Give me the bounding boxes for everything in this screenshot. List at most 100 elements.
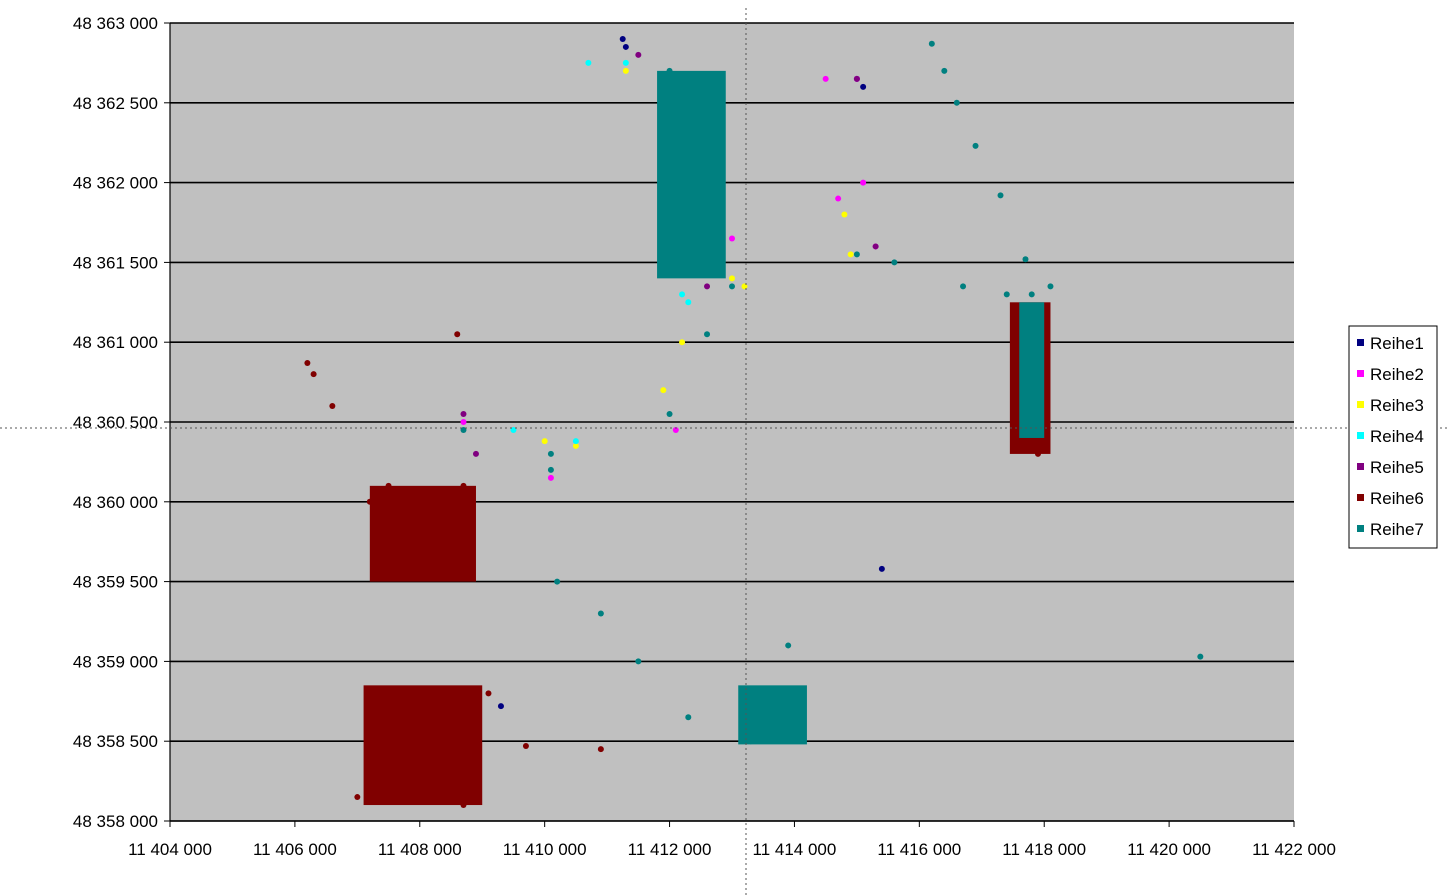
data-point (666, 411, 673, 418)
y-tick-label: 48 361 500 (73, 253, 158, 272)
data-point (373, 690, 380, 697)
legend-marker-reihe1 (1357, 339, 1364, 346)
legend-marker-reihe6 (1357, 494, 1364, 501)
data-point (704, 283, 711, 290)
series-reihe5 (460, 51, 879, 457)
y-tick-label: 48 361 000 (73, 333, 158, 352)
data-point (635, 658, 642, 665)
x-tick-label: 11 404 000 (128, 840, 212, 859)
data-point (960, 283, 967, 290)
legend-label-reihe7: Reihe7 (1370, 520, 1424, 539)
x-tick-label: 11 410 000 (503, 840, 587, 859)
legend-label-reihe4: Reihe4 (1370, 427, 1424, 446)
series-layer (304, 35, 1204, 809)
data-point (853, 75, 860, 82)
y-tick-label: 48 362 000 (73, 174, 158, 193)
data-point (304, 359, 311, 366)
data-point (485, 690, 492, 697)
data-point (572, 442, 579, 449)
y-tick-label: 48 359 500 (73, 573, 158, 592)
y-tick-label: 48 360 500 (73, 413, 158, 432)
data-point (497, 703, 504, 710)
data-point (853, 251, 860, 258)
data-cluster (738, 685, 807, 745)
x-tick-label: 11 414 000 (753, 840, 837, 859)
data-cluster (369, 485, 476, 582)
x-tick-label: 11 412 000 (628, 840, 712, 859)
data-point (547, 450, 554, 457)
data-point (385, 482, 392, 489)
data-point (891, 259, 898, 266)
data-point (310, 371, 317, 378)
data-point (635, 51, 642, 58)
data-point (729, 283, 735, 290)
data-point (460, 419, 467, 425)
data-point (941, 67, 948, 74)
x-tick-label: 11 408 000 (378, 840, 462, 859)
y-tick-labels: 48 358 000 48 358 500 48 359 000 48 359 500… (73, 14, 158, 831)
data-point (685, 299, 692, 306)
series-reihe3 (541, 67, 854, 449)
x-tick-label: 11 416 000 (877, 840, 961, 859)
legend-label-reihe3: Reihe3 (1370, 396, 1424, 415)
x-tick-label: 11 422 000 (1252, 840, 1336, 859)
data-point (835, 195, 842, 202)
data-point (1003, 291, 1010, 298)
legend-marker-reihe4 (1357, 432, 1364, 439)
axes (169, 23, 1294, 822)
y-tick-label: 48 358 000 (73, 812, 158, 831)
data-cluster (657, 70, 726, 279)
data-point (366, 498, 373, 505)
data-point (953, 99, 960, 106)
y-tick-label: 48 358 500 (73, 732, 158, 751)
y-tick-label: 48 360 000 (73, 493, 158, 512)
data-point (666, 67, 673, 74)
data-point (747, 738, 754, 745)
data-point (672, 426, 679, 433)
data-point (547, 474, 554, 481)
legend-items: Reihe1 Reihe2 Reihe3 Reihe4 Reihe5 Reihe6 Reih… (1357, 334, 1424, 539)
data-point (1047, 283, 1054, 290)
legend-box (1348, 325, 1438, 549)
data-point (585, 59, 592, 66)
legend-marker-reihe2 (1357, 370, 1364, 377)
data-point (1197, 653, 1204, 660)
data-point (354, 794, 361, 801)
legend-marker-reihe5 (1357, 463, 1364, 470)
data-point (872, 243, 879, 250)
legend-label-reihe1: Reihe1 (1370, 334, 1424, 353)
data-point (729, 235, 735, 242)
series-reihe7 (460, 40, 1204, 745)
data-point (622, 59, 629, 66)
data-point (1034, 450, 1041, 457)
y-tick-label: 48 359 000 (73, 652, 158, 671)
data-point (329, 403, 336, 410)
y-tick-label: 48 362 500 (73, 94, 158, 113)
data-point (679, 339, 686, 346)
x-tick-label: 11 418 000 (1002, 840, 1086, 859)
legend-label-reihe2: Reihe2 (1370, 365, 1424, 384)
data-point (797, 709, 804, 716)
data-point (704, 259, 711, 266)
data-point (847, 251, 854, 258)
data-point (572, 438, 579, 445)
legend: Reihe1 Reihe2 Reihe3 Reihe4 Reihe5 Reihe6 Reih… (1348, 325, 1438, 549)
data-point (997, 192, 1004, 199)
data-point (622, 67, 629, 74)
data-point (460, 482, 467, 489)
data-point (741, 283, 748, 290)
legend-label-reihe5: Reihe5 (1370, 458, 1424, 477)
legend-marker-reihe7 (1357, 525, 1364, 532)
data-point (597, 610, 604, 617)
data-point (622, 43, 629, 50)
data-point (822, 75, 829, 82)
data-point (928, 40, 935, 47)
data-point (547, 466, 554, 473)
data-point (660, 387, 667, 394)
x-tick-label: 11 420 000 (1127, 840, 1211, 859)
data-point (878, 565, 885, 572)
data-cluster (363, 685, 483, 806)
data-point (1028, 291, 1035, 298)
x-tick-label: 11 406 000 (253, 840, 337, 859)
